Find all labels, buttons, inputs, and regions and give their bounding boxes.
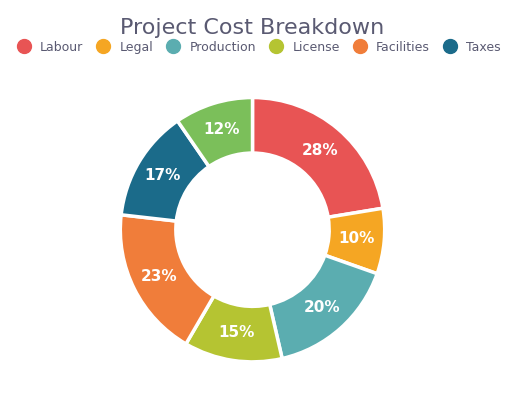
Text: Project Cost Breakdown: Project Cost Breakdown — [120, 18, 385, 38]
Wedge shape — [252, 98, 383, 217]
Text: 23%: 23% — [141, 269, 177, 284]
Text: 10%: 10% — [338, 231, 375, 246]
Legend: Labour, Legal, Production, License, Facilities, Taxes, Insurance: Labour, Legal, Production, License, Faci… — [11, 41, 505, 54]
Text: 17%: 17% — [145, 168, 181, 183]
Text: 20%: 20% — [304, 300, 340, 315]
Wedge shape — [121, 121, 209, 221]
Wedge shape — [186, 296, 282, 362]
Wedge shape — [178, 98, 252, 166]
Wedge shape — [325, 208, 385, 274]
Text: 12%: 12% — [203, 123, 240, 137]
Text: 28%: 28% — [302, 143, 338, 158]
Wedge shape — [120, 215, 214, 344]
Text: 15%: 15% — [219, 326, 255, 341]
Wedge shape — [270, 255, 377, 359]
